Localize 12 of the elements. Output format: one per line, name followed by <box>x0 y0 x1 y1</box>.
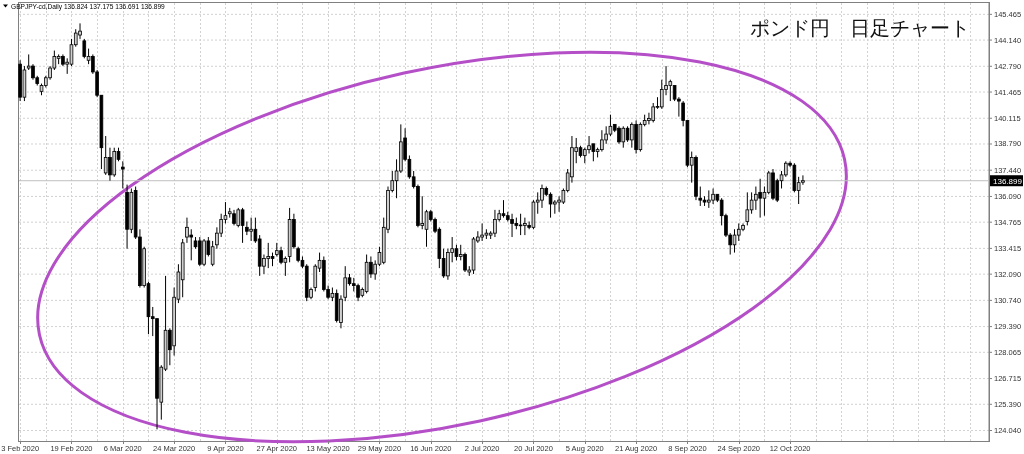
candlestick <box>480 222 484 242</box>
ref-line-label: 136.899 <box>993 176 1023 186</box>
candlestick <box>463 252 467 273</box>
candlestick <box>202 238 206 267</box>
candlestick <box>82 38 87 59</box>
candlestick <box>121 160 125 189</box>
candlestick <box>240 207 245 244</box>
candlestick <box>108 147 112 182</box>
candlestick <box>548 191 553 219</box>
candlestick <box>758 178 762 219</box>
text: ポンド円 日足チャート <box>750 17 970 40</box>
candlestick <box>510 213 514 238</box>
